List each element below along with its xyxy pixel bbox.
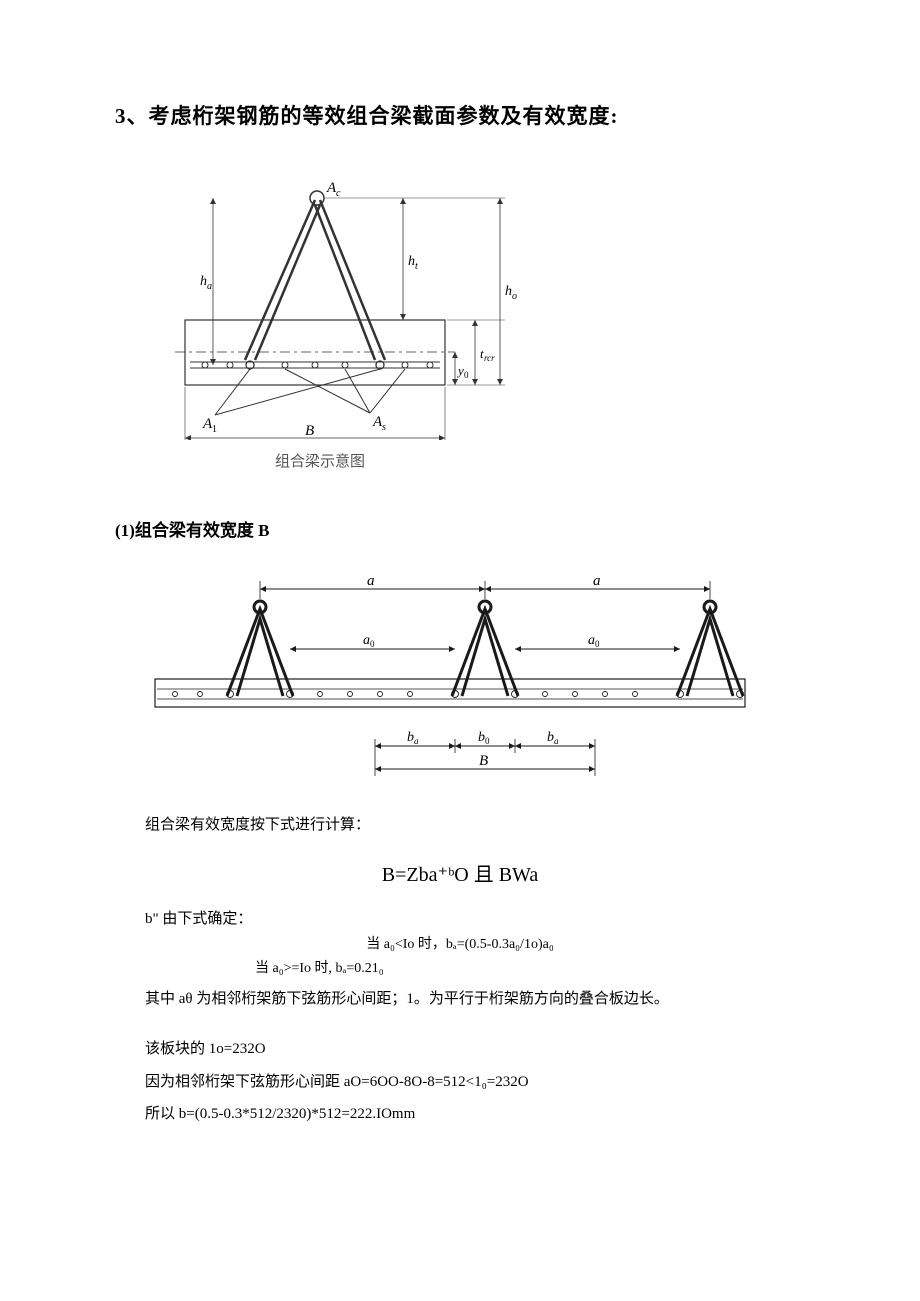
diagram1-container: h a h t h o t rcr y (115, 170, 805, 440)
svg-text:y: y (456, 363, 464, 378)
section-title-text: 考虑桁架钢筋的等效组合梁截面参数及有效宽度: (149, 104, 619, 128)
diagram1: h a h t h o t rcr y (155, 170, 535, 440)
svg-text:a: a (207, 281, 212, 292)
svg-text:b: b (478, 730, 485, 745)
svg-text:B: B (479, 753, 488, 769)
explain-text: 其中 aθ 为相邻桁架筋下弦筋形心间距；1。为平行于桁架筋方向的叠合板边长。 (115, 985, 805, 1014)
subsection-heading: (1)组合梁有效宽度 B (115, 516, 805, 541)
svg-text:a: a (593, 573, 601, 589)
calc-intro: 组合梁有效宽度按下式进行计算： (115, 811, 805, 840)
subsection-number: (1) (115, 521, 135, 540)
svg-text:B: B (305, 423, 314, 439)
svg-text:h: h (408, 254, 415, 269)
svg-text:0: 0 (595, 639, 600, 649)
svg-text:h: h (200, 274, 207, 289)
svg-text:s: s (382, 422, 386, 433)
svg-text:a: a (414, 736, 419, 746)
formula-case1: 当 a₀<Io 时，bₐ=(0.5-0.3a₀/1o)a₀ (115, 933, 805, 957)
svg-text:c: c (336, 188, 341, 199)
svg-text:h: h (505, 284, 512, 299)
given2: 因为相邻桁架下弦筋形心间距 aO=6OO-8O-8=512<1₀=232O (115, 1068, 805, 1097)
diagram2: a a (145, 571, 805, 781)
svg-text:o: o (512, 291, 517, 302)
formula-case2: 当 a₀>=Io 时, bₐ=0.21₀ (255, 957, 805, 981)
subsection-title-text: 组合梁有效宽度 B (135, 521, 270, 540)
svg-text:a: a (554, 736, 559, 746)
svg-text:rcr: rcr (484, 353, 495, 363)
svg-text:0: 0 (485, 736, 490, 746)
svg-text:0: 0 (370, 639, 375, 649)
svg-text:b: b (407, 730, 414, 745)
svg-text:0: 0 (464, 370, 469, 380)
svg-text:a: a (588, 633, 595, 648)
svg-text:t: t (415, 261, 418, 272)
formula-b-intro: b" 由下式确定： (115, 905, 805, 934)
section-number: 3 (115, 104, 127, 128)
given1: 该板块的 1o=232O (115, 1035, 805, 1064)
svg-text:a: a (363, 633, 370, 648)
section-heading: 3、考虑桁架钢筋的等效组合梁截面参数及有效宽度: (115, 100, 805, 130)
svg-text:b: b (547, 730, 554, 745)
svg-text:1: 1 (212, 424, 217, 435)
formula-main: B=Zba⁺ᵇO 且 BWa (115, 858, 805, 887)
diagram1-caption: 组合梁示意图 (155, 450, 485, 471)
given3: 所以 b=(0.5-0.3*512/2320)*512=222.IOmm (115, 1100, 805, 1129)
svg-text:a: a (367, 573, 375, 589)
